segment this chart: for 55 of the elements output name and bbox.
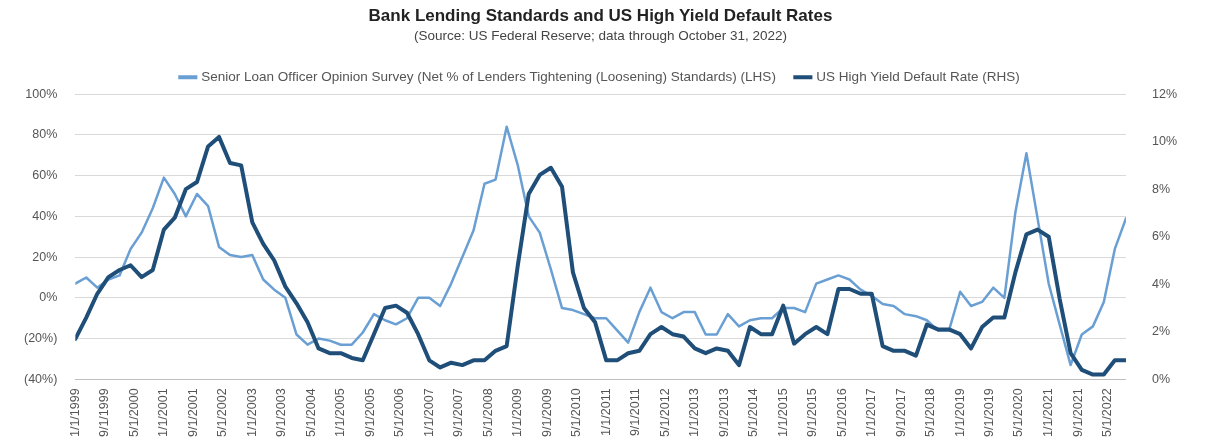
y-tick-label: 20% [32, 249, 58, 264]
y-tick-label: 40% [32, 208, 58, 223]
y2-tick-label: 2% [1151, 324, 1171, 339]
x-tick-label: 5/1/2008 [480, 388, 495, 438]
x-tick-label: 9/1/2019 [982, 388, 997, 438]
x-tick-label: 9/1/2007 [451, 388, 466, 438]
y2-tick-label: 10% [1151, 134, 1178, 149]
x-tick-label: 9/1/2005 [362, 388, 377, 438]
x-tick-label: 9/1/1999 [97, 388, 112, 438]
x-tick-label: 9/1/2021 [1070, 388, 1085, 438]
x-tick-label: 9/1/2009 [539, 388, 554, 438]
x-tick-label: 5/1/2020 [1011, 388, 1026, 438]
y2-tick-label: 8% [1151, 181, 1171, 196]
y-tick-label: 80% [32, 127, 58, 142]
y-tick-label: 100% [25, 86, 58, 101]
x-tick-label: 5/1/2006 [392, 388, 407, 438]
x-tick-label: 5/1/2010 [569, 388, 584, 438]
x-tick-label: 1/1/2021 [1041, 388, 1056, 438]
x-tick-label: 5/1/2002 [215, 388, 230, 438]
legend-label: US High Yield Default Rate (RHS) [816, 69, 1020, 85]
x-tick-label: 1/1/2011 [598, 388, 613, 437]
x-tick-label: 5/1/2004 [303, 388, 318, 438]
x-tick-label: 9/1/2003 [274, 388, 289, 438]
x-tick-label: 1/1/2017 [864, 388, 879, 438]
x-tick-label: 5/1/2022 [1099, 388, 1114, 438]
x-tick-label: 5/1/2012 [657, 388, 672, 438]
y-tick-label: (40%) [24, 371, 58, 386]
x-tick-label: 9/1/2015 [805, 388, 820, 438]
x-tick-label: 5/1/2018 [922, 388, 937, 438]
x-tick-label: 1/1/2007 [421, 388, 436, 438]
y2-tick-label: 0% [1151, 371, 1171, 386]
x-tick-label: 1/1/2005 [333, 388, 348, 438]
x-tick-label: 1/1/2015 [775, 388, 790, 438]
legend-label: Senior Loan Officer Opinion Survey (Net % of Lenders Tightening (Loosening) Standards) (LHS) [201, 69, 776, 85]
x-tick-label: 1/1/2013 [687, 388, 702, 438]
y-tick-label: 0% [39, 290, 58, 305]
y2-tick-label: 6% [1151, 229, 1171, 244]
x-tick-label: 1/1/2019 [952, 388, 967, 438]
x-tick-label: 5/1/2000 [126, 388, 141, 438]
x-tick-label: 1/1/1999 [67, 388, 82, 438]
x-tick-label: 9/1/2001 [185, 388, 200, 438]
x-tick-label: 5/1/2016 [834, 388, 849, 438]
x-tick-label: 5/1/2014 [745, 388, 760, 438]
chart-title: Bank Lending Standards and US High Yield Default Rates [368, 5, 833, 25]
x-tick-label: 9/1/2017 [893, 388, 908, 438]
x-tick-label: 9/1/2013 [716, 388, 731, 438]
y-tick-label: 60% [32, 168, 58, 183]
x-tick-label: 1/1/2009 [510, 388, 525, 438]
x-tick-label: 1/1/2003 [244, 388, 259, 438]
y2-tick-label: 4% [1151, 276, 1171, 291]
x-tick-label: 1/1/2001 [156, 388, 171, 438]
x-tick-label: 9/1/2011 [628, 388, 643, 437]
chart-subtitle: (Source: US Federal Reserve; data through October 31, 2022) [414, 28, 787, 44]
y-tick-label: (20%) [24, 331, 58, 346]
y2-tick-label: 12% [1151, 86, 1178, 101]
